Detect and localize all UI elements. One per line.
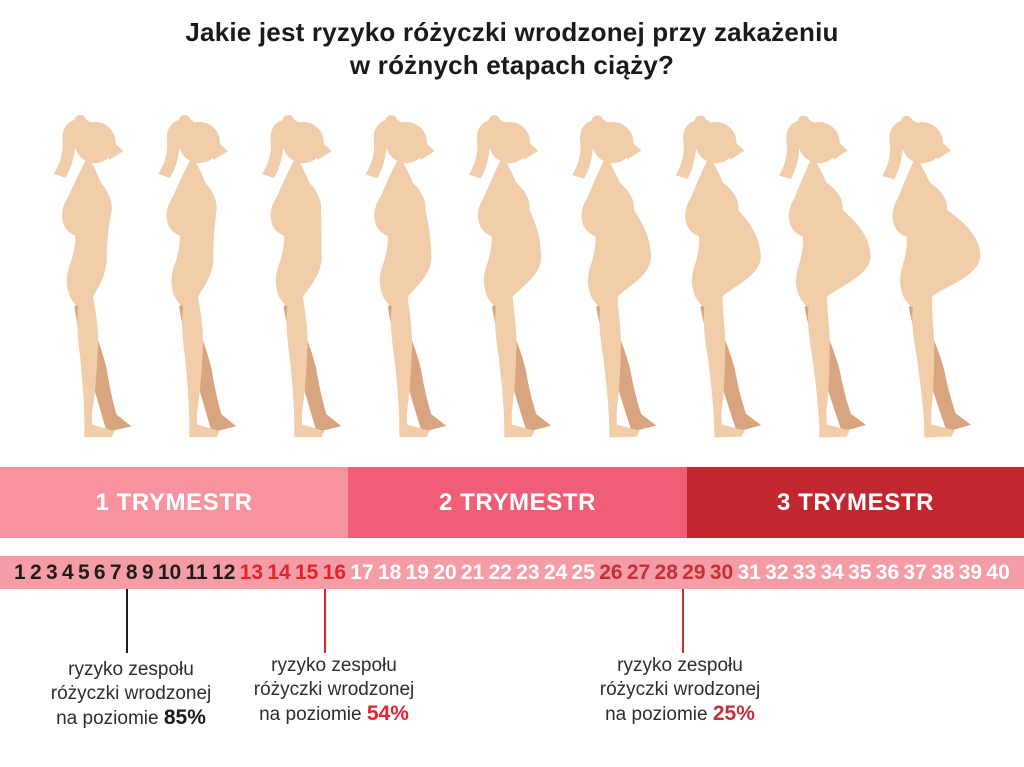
week-number: 5 bbox=[77, 561, 90, 584]
week-number: 31 bbox=[737, 561, 761, 584]
week-number: 27 bbox=[626, 561, 651, 584]
pointer-line-85 bbox=[126, 589, 128, 653]
week-number: 18 bbox=[377, 561, 402, 584]
trimester-1-label: 1 TRYMESTR bbox=[95, 488, 253, 516]
week-number: 13 bbox=[239, 561, 264, 584]
week-number: 14 bbox=[267, 561, 291, 584]
pregnant-woman-figure bbox=[656, 110, 784, 448]
page-title: Jakie jest ryzyko różyczki wrodzonej prz… bbox=[0, 16, 1024, 82]
risk-value-25: 25% bbox=[712, 702, 755, 725]
pregnant-woman-figure bbox=[862, 110, 995, 449]
pointer-line-54 bbox=[324, 589, 326, 653]
week-number: 8 bbox=[125, 561, 138, 584]
week-number: 9 bbox=[141, 561, 154, 584]
week-number: 12 bbox=[212, 561, 236, 584]
week-number: 19 bbox=[405, 561, 429, 584]
week-number: 2 bbox=[29, 561, 42, 584]
week-number: 38 bbox=[931, 561, 955, 584]
pregnant-woman-figure bbox=[347, 111, 469, 446]
risk-value-54: 54% bbox=[366, 702, 409, 725]
annotation-54-line3: na poziomie 54% bbox=[259, 702, 409, 725]
week-number: 7 bbox=[109, 561, 122, 584]
pregnant-woman-figure bbox=[140, 112, 259, 446]
annotation-25-line3: na poziomie 25% bbox=[605, 702, 755, 725]
week-number: 28 bbox=[654, 561, 678, 584]
pregnant-woman-figure bbox=[759, 110, 890, 448]
pointer-line-25 bbox=[682, 589, 684, 653]
week-number: 36 bbox=[875, 561, 900, 584]
annotation-25-line1: ryzyko zespołu bbox=[617, 655, 743, 676]
week-number: 21 bbox=[460, 561, 485, 584]
pregnant-woman-figure bbox=[36, 112, 154, 446]
annotation-54: ryzyko zespołu różyczki wrodzonej na poz… bbox=[212, 654, 456, 727]
trimester-band-1: 1 TRYMESTR bbox=[0, 467, 348, 538]
week-number: 30 bbox=[709, 561, 734, 584]
week-number: 40 bbox=[986, 561, 1010, 584]
week-number: 22 bbox=[488, 561, 512, 584]
annotation-54-line2: różyczki wrodzonej bbox=[253, 679, 415, 700]
annotation-85-line3: na poziomie 85% bbox=[56, 706, 206, 729]
week-number: 17 bbox=[350, 561, 374, 584]
week-strip: 1 2 3 4 5 6 7 8 9 10 11 12 13 14 15 16 17 18 19 20 21 22 23 24 2… bbox=[0, 556, 1024, 589]
trimester-2-label: 2 TRYMESTR bbox=[438, 488, 597, 516]
trimester-bands: 1 TRYMESTR 2 TRYMESTR 3 TRYMESTR bbox=[0, 467, 1024, 538]
risk-value-85: 85% bbox=[163, 706, 206, 729]
trimester-band-3: 3 TRYMESTR bbox=[687, 467, 1024, 538]
annotation-85: ryzyko zespołu różyczki wrodzonej na poz… bbox=[9, 658, 253, 731]
annotation-25-line2: różyczki wrodzonej bbox=[599, 679, 761, 700]
trimester-band-2: 2 TRYMESTR bbox=[348, 467, 687, 538]
week-number: 4 bbox=[61, 561, 74, 584]
annotation-85-line1: ryzyko zespołu bbox=[68, 659, 194, 680]
week-number: 1 bbox=[14, 561, 26, 584]
week-number: 3 bbox=[45, 561, 58, 584]
title-line-1: Jakie jest ryzyko różyczki wrodzonej prz… bbox=[185, 17, 839, 47]
annotation-54-line1: ryzyko zespołu bbox=[271, 655, 397, 676]
pregnant-woman-figure bbox=[244, 112, 364, 447]
week-number: 15 bbox=[294, 561, 319, 584]
annotation-25: ryzyko zespołu różyczki wrodzonej na poz… bbox=[558, 654, 802, 727]
week-number: 34 bbox=[820, 561, 844, 584]
week-number: 26 bbox=[599, 561, 623, 584]
pregnant-woman-figure bbox=[450, 111, 574, 447]
trimester-3-label: 3 TRYMESTR bbox=[776, 488, 935, 516]
week-number: 24 bbox=[543, 561, 568, 584]
week-number: 6 bbox=[93, 561, 106, 584]
week-number: 39 bbox=[958, 561, 983, 584]
week-number: 16 bbox=[322, 561, 346, 584]
week-number: 11 bbox=[185, 561, 208, 584]
title-line-2: w różnych etapach ciąży? bbox=[349, 50, 675, 80]
week-number: 23 bbox=[516, 561, 540, 584]
annotation-85-line2: różyczki wrodzonej bbox=[50, 683, 212, 704]
pregnant-woman-figure bbox=[553, 111, 679, 448]
week-number: 32 bbox=[765, 561, 789, 584]
week-number: 33 bbox=[792, 561, 817, 584]
week-number: 35 bbox=[848, 561, 872, 584]
week-number: 29 bbox=[682, 561, 706, 584]
week-number: 10 bbox=[157, 561, 182, 584]
week-number: 37 bbox=[903, 561, 927, 584]
week-number: 20 bbox=[433, 561, 457, 584]
week-number: 25 bbox=[571, 561, 595, 584]
pregnancy-figures-row bbox=[0, 112, 1024, 448]
